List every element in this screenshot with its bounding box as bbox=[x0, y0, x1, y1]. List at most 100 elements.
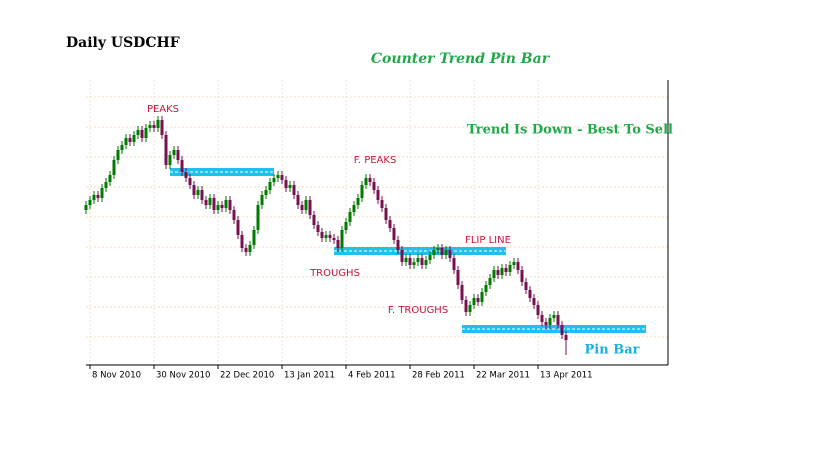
candle-body bbox=[408, 258, 412, 265]
candle-body bbox=[384, 208, 388, 220]
candle-body bbox=[100, 188, 104, 198]
candle-body bbox=[180, 160, 184, 172]
x-tick-label: 4 Feb 2011 bbox=[348, 371, 396, 381]
candle-body bbox=[512, 262, 516, 265]
candle-body bbox=[444, 250, 448, 255]
candle-body bbox=[240, 235, 244, 248]
candle-body bbox=[252, 230, 256, 245]
candle-body bbox=[236, 220, 240, 235]
candle-body bbox=[208, 198, 212, 205]
candle-body bbox=[424, 260, 428, 265]
candle-body bbox=[144, 128, 148, 138]
candle-body bbox=[336, 240, 340, 248]
candle-body bbox=[172, 150, 176, 155]
candle-body bbox=[192, 185, 196, 195]
candle-body bbox=[560, 325, 564, 335]
candle-body bbox=[544, 322, 548, 325]
candle-body bbox=[220, 205, 224, 208]
candle-body bbox=[464, 300, 468, 312]
candle-body bbox=[104, 182, 108, 188]
candle-body bbox=[400, 250, 404, 262]
candle-body bbox=[548, 318, 552, 325]
candle-body bbox=[360, 185, 364, 198]
candle-body bbox=[124, 138, 128, 145]
x-tick-label: 8 Nov 2010 bbox=[92, 371, 141, 381]
x-tick-label: 22 Mar 2011 bbox=[476, 371, 530, 381]
candle-body bbox=[508, 265, 512, 272]
candle-body bbox=[184, 172, 188, 178]
chart-title: Daily USDCHF bbox=[66, 35, 180, 51]
candle-body bbox=[280, 175, 284, 180]
candle-body bbox=[356, 198, 360, 205]
candle-body bbox=[556, 315, 560, 325]
candle-body bbox=[244, 248, 248, 252]
candle-body bbox=[216, 205, 220, 210]
candle-body bbox=[200, 190, 204, 200]
candle-body bbox=[132, 135, 136, 142]
candle-body bbox=[228, 200, 232, 210]
annotation: TROUGHS bbox=[309, 268, 360, 279]
candle-body bbox=[288, 185, 292, 188]
candle-body bbox=[136, 130, 140, 135]
candle-body bbox=[176, 150, 180, 160]
candle-body bbox=[196, 190, 200, 195]
annotation: Pin Bar bbox=[585, 343, 640, 358]
candle-body bbox=[392, 228, 396, 240]
candle-body bbox=[460, 285, 464, 300]
x-tick-label: 13 Apr 2011 bbox=[540, 371, 593, 381]
candle-body bbox=[528, 290, 532, 298]
candle-body bbox=[156, 120, 160, 128]
candle-body bbox=[332, 238, 336, 240]
candle-body bbox=[260, 195, 264, 205]
candle-body bbox=[432, 250, 436, 255]
candle-body bbox=[320, 232, 324, 238]
candle-body bbox=[536, 305, 540, 315]
candle-body bbox=[344, 222, 348, 230]
candle-body bbox=[84, 205, 88, 210]
candle-body bbox=[284, 180, 288, 188]
candle-body bbox=[500, 268, 504, 275]
candle-body bbox=[376, 190, 380, 200]
x-tick-label: 22 Dec 2010 bbox=[220, 371, 274, 381]
candle-body bbox=[140, 130, 144, 138]
candle-body bbox=[112, 160, 116, 175]
candle-body bbox=[412, 262, 416, 265]
candle-body bbox=[480, 292, 484, 302]
candle-body bbox=[504, 268, 508, 272]
candle-body bbox=[472, 298, 476, 305]
candle-body bbox=[496, 270, 500, 275]
annotation: F. PEAKS bbox=[354, 155, 397, 166]
candle-body bbox=[368, 178, 372, 182]
candle-body bbox=[524, 282, 528, 290]
candle-body bbox=[476, 298, 480, 302]
x-tick-label: 13 Jan 2011 bbox=[284, 371, 335, 381]
candle-body bbox=[328, 235, 332, 238]
chart-subtitle: Counter Trend Pin Bar bbox=[371, 51, 551, 67]
candle-body bbox=[292, 185, 296, 195]
candle-body bbox=[120, 145, 124, 150]
candle-body bbox=[268, 182, 272, 190]
candle-body bbox=[212, 198, 216, 210]
x-tick-label: 30 Nov 2010 bbox=[156, 371, 210, 381]
candle-body bbox=[92, 195, 96, 200]
candle-body bbox=[168, 155, 172, 165]
candle-body bbox=[436, 248, 440, 250]
annotation: FLIP LINE bbox=[465, 235, 511, 246]
candle-body bbox=[264, 190, 268, 195]
candle-body bbox=[448, 250, 452, 258]
candle-body bbox=[428, 255, 432, 260]
candle-body bbox=[484, 285, 488, 292]
candle-body bbox=[304, 200, 308, 210]
candle-body bbox=[160, 120, 164, 135]
candle-body bbox=[364, 178, 368, 185]
candle-body bbox=[420, 258, 424, 265]
candle-body bbox=[520, 270, 524, 282]
candle-body bbox=[416, 258, 420, 262]
candle-body bbox=[300, 205, 304, 210]
candle-body bbox=[488, 278, 492, 285]
candle-body bbox=[492, 270, 496, 278]
candle-body bbox=[308, 200, 312, 215]
candle-body bbox=[340, 230, 344, 248]
